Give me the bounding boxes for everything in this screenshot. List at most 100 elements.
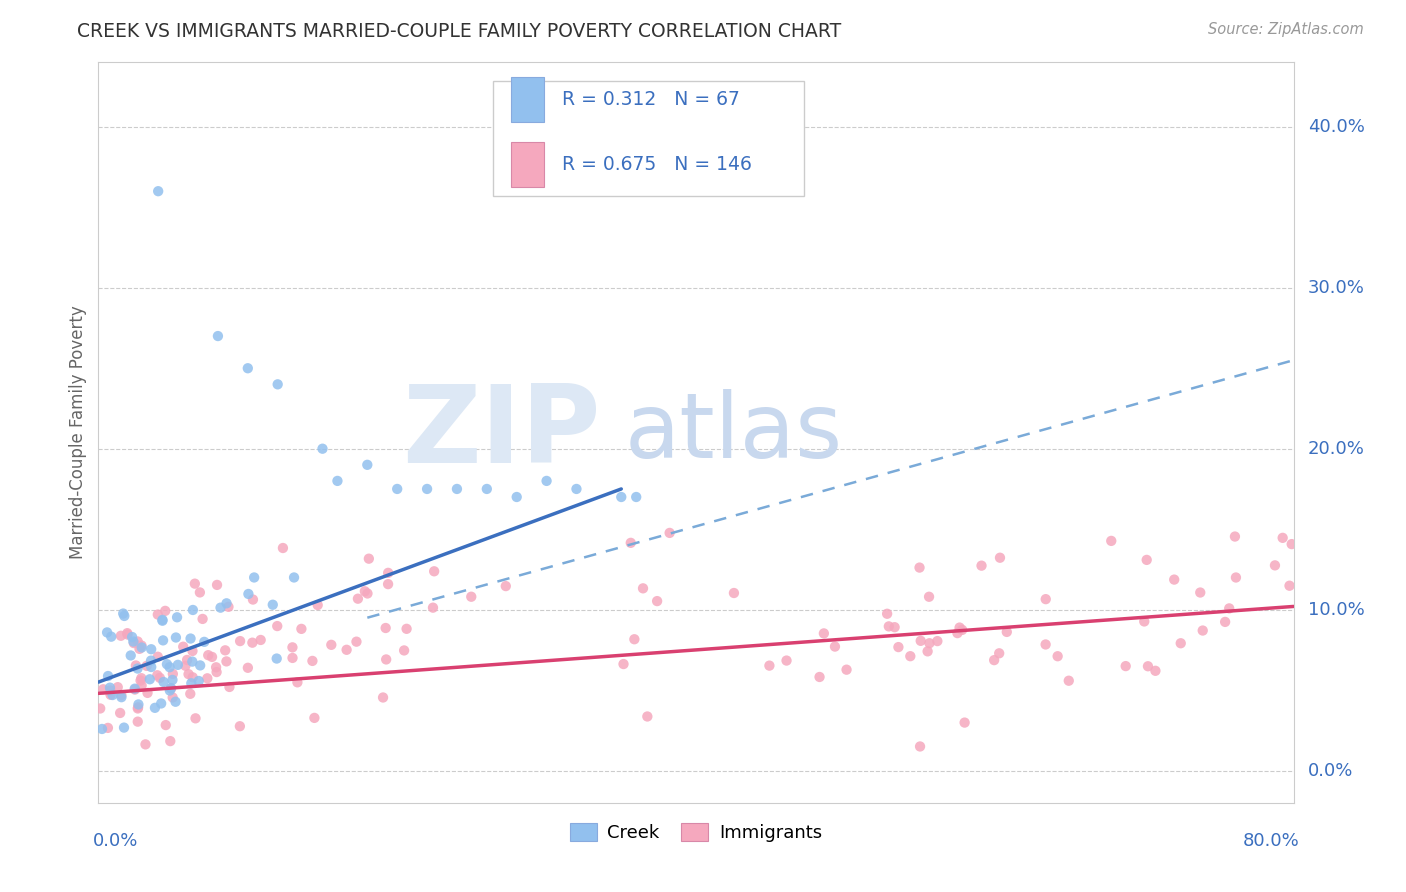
Point: [283, 570, 305, 584]
Point: [610, 490, 633, 504]
Point: [321, 638, 343, 652]
Point: [91, 722, 114, 736]
Point: [948, 621, 970, 635]
Point: [162, 673, 184, 687]
Point: [134, 737, 156, 751]
Point: [1189, 585, 1212, 599]
Point: [631, 582, 654, 596]
Point: [835, 663, 858, 677]
Point: [120, 648, 142, 663]
Point: [1271, 531, 1294, 545]
Point: [167, 657, 190, 672]
Point: [195, 671, 218, 685]
Point: [148, 184, 170, 198]
Point: [193, 635, 215, 649]
Point: [775, 654, 797, 668]
Point: [1133, 615, 1156, 629]
Point: [281, 651, 304, 665]
Point: [758, 658, 780, 673]
Point: [146, 649, 169, 664]
Point: [918, 636, 941, 650]
Point: [150, 697, 173, 711]
Point: [152, 675, 174, 690]
Point: [162, 690, 184, 705]
Point: [1136, 553, 1159, 567]
Text: R = 0.675   N = 146: R = 0.675 N = 146: [562, 155, 752, 174]
Point: [159, 683, 181, 698]
Point: [188, 585, 211, 599]
Point: [236, 661, 259, 675]
Point: [218, 680, 240, 694]
Point: [1213, 615, 1236, 629]
Point: [188, 658, 211, 673]
Point: [371, 690, 394, 705]
Point: [159, 660, 181, 674]
Point: [143, 701, 166, 715]
Point: [124, 681, 146, 696]
Point: [290, 622, 312, 636]
Point: [876, 607, 898, 621]
Text: R = 0.312   N = 67: R = 0.312 N = 67: [562, 90, 740, 109]
Point: [122, 634, 145, 648]
Point: [127, 700, 149, 714]
Point: [395, 622, 418, 636]
Point: [159, 734, 181, 748]
Point: [970, 558, 993, 573]
Point: [1099, 533, 1122, 548]
Y-axis label: Married-Couple Family Poverty: Married-Couple Family Poverty: [69, 306, 87, 559]
Point: [495, 579, 517, 593]
Point: [377, 566, 399, 580]
Point: [908, 560, 931, 574]
Point: [180, 632, 202, 646]
Point: [112, 607, 135, 621]
Text: CREEK VS IMMIGRANTS MARRIED-COUPLE FAMILY POVERTY CORRELATION CHART: CREEK VS IMMIGRANTS MARRIED-COUPLE FAMIL…: [77, 22, 842, 41]
Point: [953, 715, 976, 730]
Point: [446, 482, 468, 496]
Point: [110, 688, 132, 702]
Point: [91, 682, 114, 697]
Point: [141, 660, 163, 674]
Point: [108, 706, 131, 720]
Point: [191, 612, 214, 626]
Point: [347, 591, 370, 606]
Point: [995, 624, 1018, 639]
Point: [475, 482, 498, 496]
Point: [100, 630, 122, 644]
Point: [187, 673, 209, 688]
Point: [184, 576, 207, 591]
Point: [100, 688, 122, 702]
Point: [217, 599, 239, 614]
Text: 80.0%: 80.0%: [1243, 832, 1299, 850]
Point: [152, 614, 174, 628]
Point: [184, 711, 207, 725]
Point: [146, 668, 169, 682]
Point: [917, 644, 939, 658]
Point: [658, 525, 681, 540]
Point: [127, 714, 149, 729]
Text: 0.0%: 0.0%: [1308, 762, 1353, 780]
Point: [1035, 637, 1057, 651]
Point: [416, 482, 439, 496]
Point: [262, 598, 284, 612]
Point: [422, 600, 444, 615]
Point: [117, 626, 139, 640]
Point: [205, 578, 228, 592]
Point: [1115, 659, 1137, 673]
Point: [353, 584, 375, 599]
Point: [392, 643, 415, 657]
Point: [636, 709, 658, 723]
Text: 40.0%: 40.0%: [1308, 118, 1365, 136]
Point: [149, 671, 172, 685]
Point: [127, 701, 149, 715]
Point: [723, 586, 745, 600]
Point: [357, 551, 380, 566]
Text: Source: ZipAtlas.com: Source: ZipAtlas.com: [1208, 22, 1364, 37]
Point: [336, 642, 359, 657]
Point: [135, 658, 157, 673]
Point: [205, 665, 228, 679]
Point: [129, 673, 152, 688]
Point: [898, 649, 921, 664]
Point: [180, 676, 202, 690]
Point: [107, 680, 129, 694]
Point: [112, 721, 135, 735]
